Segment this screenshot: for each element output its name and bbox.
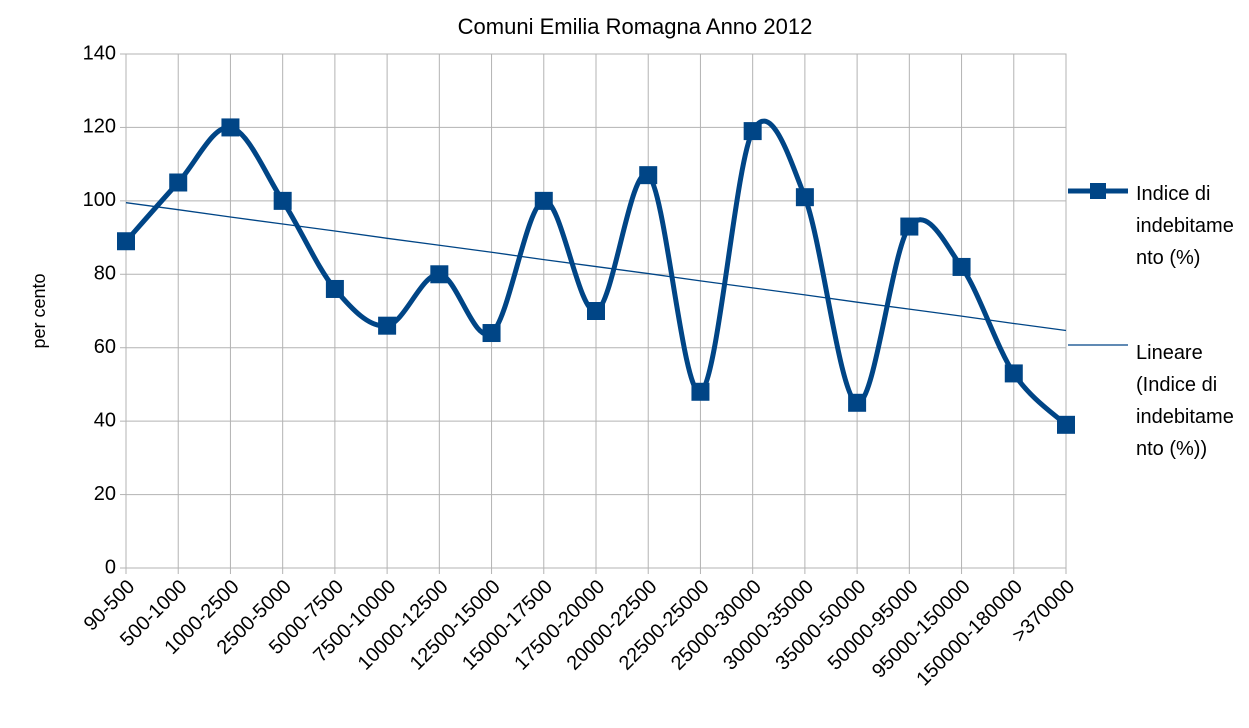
x-tick-label: 50000-95000	[824, 576, 923, 675]
legend-label: Indice di indebitamento (%)	[1136, 183, 1234, 269]
marker	[795, 188, 814, 207]
marker	[952, 257, 971, 276]
x-tick-label: 30000-35000	[719, 576, 818, 675]
series-line	[124, 118, 1068, 427]
marker	[273, 191, 292, 210]
x-tick-label: 10000-12500	[354, 576, 453, 675]
marker	[430, 265, 449, 284]
plot-frame	[125, 53, 1067, 569]
y-tick-label: 0	[105, 556, 116, 578]
y-tick-label: 100	[83, 189, 116, 211]
y-tick-label: 140	[83, 42, 116, 64]
x-tick-label: 17500-20000	[510, 576, 609, 675]
marker	[378, 316, 397, 335]
marker	[848, 393, 867, 412]
marker	[691, 382, 710, 401]
x-tick-label: 15000-17500	[458, 576, 557, 675]
x-tick-label: 35000-50000	[771, 576, 870, 675]
x-tick-label: 25000-30000	[667, 576, 766, 675]
x-tick-label: 22500-25000	[615, 576, 714, 675]
marker	[169, 173, 188, 192]
y-axis-title: per cento	[29, 273, 49, 348]
marker	[1057, 415, 1075, 434]
marker	[117, 232, 135, 251]
marker	[900, 217, 919, 236]
marker	[1004, 364, 1023, 383]
chart-title: Comuni Emilia Romagna Anno 2012	[458, 14, 813, 39]
marker	[639, 166, 658, 185]
y-tick-label: 20	[94, 483, 116, 505]
legend-label: Lineare (Indice di indebitamento (%))	[1136, 342, 1234, 460]
marker	[325, 279, 344, 298]
marker	[482, 324, 501, 343]
y-tick-label: 40	[94, 409, 116, 431]
trend-line	[125, 202, 1067, 332]
marker	[534, 191, 553, 210]
marker	[587, 302, 605, 320]
legend-marker	[1090, 183, 1106, 199]
y-tick-label: 120	[83, 116, 116, 138]
y-tick-label: 60	[94, 336, 116, 358]
marker	[221, 118, 240, 137]
x-tick-label: 20000-22500	[563, 576, 662, 675]
y-tick-label: 80	[94, 263, 116, 285]
marker	[743, 122, 762, 141]
x-tick-label: 12500-15000	[406, 576, 505, 675]
